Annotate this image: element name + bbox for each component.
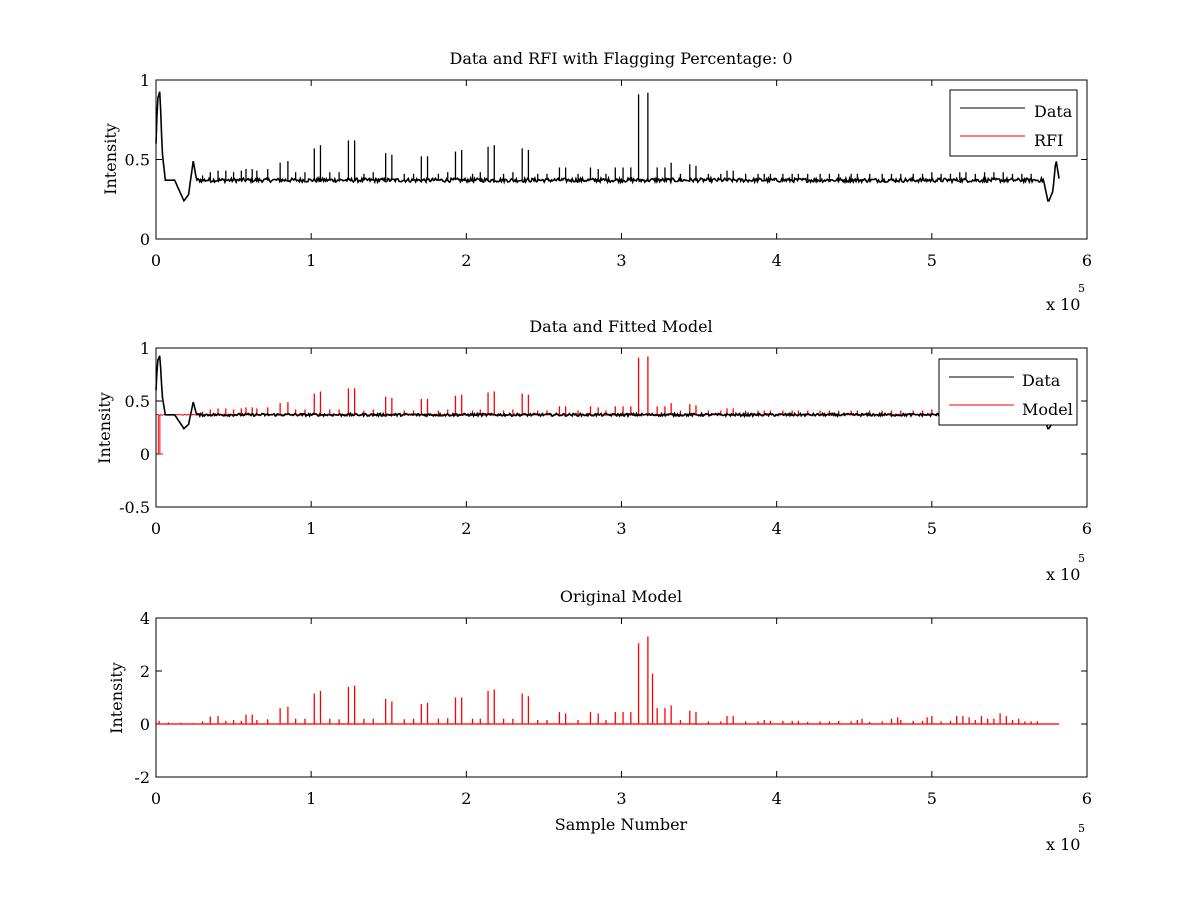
panel-title: Data and RFI with Flagging Percentage: 0 — [449, 49, 792, 68]
x-multiplier-label: x 10 — [1046, 295, 1080, 314]
y-tick-label: 0 — [140, 715, 150, 734]
x-tick-label: 5 — [927, 789, 937, 808]
x-multiplier-label: x 10 — [1046, 565, 1080, 584]
x-tick-label: 1 — [306, 519, 316, 538]
x-exponent-label: 5 — [1078, 822, 1085, 835]
legend-box — [949, 89, 1078, 157]
x-tick-label: 4 — [772, 251, 782, 270]
axes-box — [155, 79, 1088, 240]
series-line — [155, 355, 1060, 430]
legend-box — [938, 358, 1078, 426]
x-multiplier: x 10 5 — [1046, 282, 1085, 314]
x-axis-label: Sample Number — [555, 815, 688, 834]
legend: Data Model — [938, 358, 1078, 426]
x-tick-label: 4 — [772, 519, 782, 538]
y-tick-label: 1 — [140, 339, 150, 358]
y-tick-label: -2 — [134, 768, 150, 787]
x-tick-label: 2 — [461, 251, 471, 270]
x-tick-label: 6 — [1082, 519, 1092, 538]
x-tick-label: 2 — [461, 789, 471, 808]
y-tick-label: 0 — [140, 445, 150, 464]
axes-box — [155, 617, 1088, 778]
x-tick-label: 6 — [1082, 251, 1092, 270]
x-multiplier: x 10 5 — [1046, 552, 1085, 584]
y-axis-label: Intensity — [107, 662, 126, 734]
legend-label-data: Data — [1022, 371, 1061, 390]
legend-label-model: Model — [1022, 400, 1073, 419]
x-tick-label: 0 — [151, 251, 161, 270]
x-tick-label: 5 — [927, 251, 937, 270]
panel-rfi: Data and RFI with Flagging Percentage: 0… — [101, 49, 1092, 314]
y-tick-label: 0.5 — [125, 392, 150, 411]
x-tick-label: 5 — [927, 519, 937, 538]
x-tick-label: 0 — [151, 519, 161, 538]
y-tick-label: 0.5 — [125, 151, 150, 170]
x-tick-label: 1 — [306, 251, 316, 270]
y-tick-label: 1 — [140, 71, 150, 90]
x-tick-label: 1 — [306, 789, 316, 808]
x-tick-label: 3 — [616, 789, 626, 808]
y-axis-label: Intensity — [101, 123, 120, 195]
x-tick-label: 4 — [772, 789, 782, 808]
y-axis-label: Intensity — [95, 392, 114, 464]
x-tick-label: 6 — [1082, 789, 1092, 808]
x-tick-label: 3 — [616, 519, 626, 538]
x-tick-label: 2 — [461, 519, 471, 538]
x-exponent-label: 5 — [1078, 552, 1085, 565]
legend-label-rfi: RFI — [1034, 131, 1063, 150]
legend-label-data: Data — [1034, 102, 1073, 121]
x-exponent-label: 5 — [1078, 282, 1085, 295]
panel-title: Original Model — [560, 587, 682, 606]
x-tick-label: 0 — [151, 789, 161, 808]
x-multiplier-label: x 10 — [1046, 835, 1080, 854]
y-tick-label: 0 — [140, 230, 150, 249]
plot-area: 0 1 2 3 4 5 6-0.500.51 — [119, 339, 1092, 538]
x-tick-label: 3 — [616, 251, 626, 270]
panel-fitted-model: Data and Fitted Model Intensity 0 1 2 3 4 5 6 -… — [95, 317, 1092, 584]
y-tick-label: 4 — [140, 609, 150, 628]
y-tick-label: -0.5 — [119, 498, 150, 517]
axes-box — [155, 347, 1088, 508]
y-tick-label: 2 — [140, 662, 150, 681]
panel-title: Data and Fitted Model — [529, 317, 712, 336]
legend: Data RFI — [949, 89, 1078, 157]
x-multiplier: x 10 5 — [1046, 822, 1085, 854]
series-line — [155, 91, 1060, 203]
